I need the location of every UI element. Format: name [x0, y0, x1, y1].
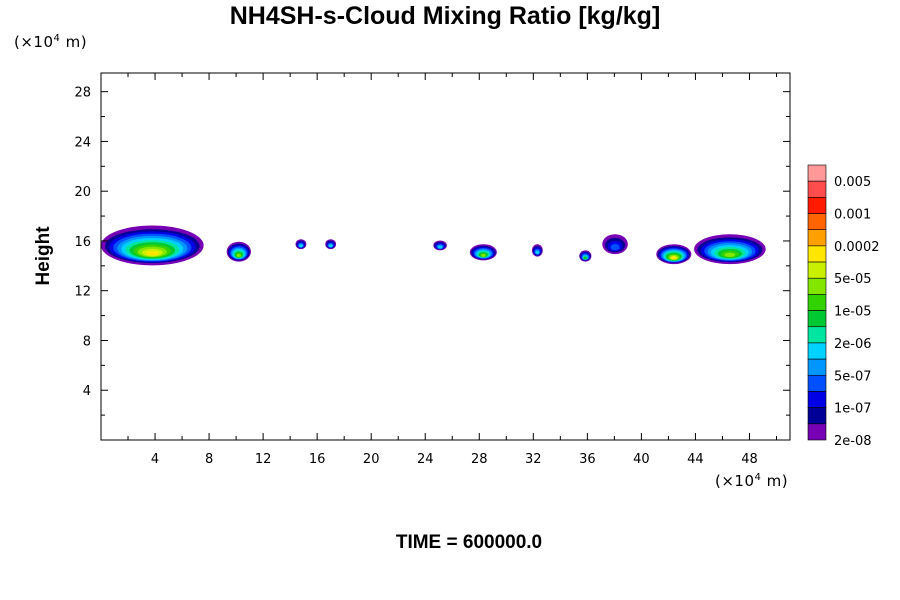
x-tick-label: 32: [525, 452, 542, 467]
cloud-contour: [535, 251, 540, 255]
chart-title: NH4SH-s-Cloud Mixing Ratio [kg/kg]: [229, 2, 661, 30]
colorbar-label: 0.005: [834, 175, 871, 190]
cloud-contour: [328, 244, 333, 248]
plot-frame: [100, 72, 791, 441]
colorbar-segment: [807, 310, 827, 328]
x-tick-label: 40: [633, 452, 650, 467]
cloud-contour: [481, 253, 486, 257]
cloud-contour: [438, 245, 443, 249]
time-label: TIME = 600000.0: [395, 532, 543, 553]
x-tick-label: 4: [151, 452, 159, 467]
x-tick-label: 12: [255, 452, 272, 467]
x-tick-label: 44: [687, 452, 704, 467]
colorbar-segment: [807, 326, 827, 344]
colorbar-segment: [807, 245, 827, 263]
colorbar-label: 2e-08: [834, 434, 872, 449]
colorbar-label: 5e-05: [834, 272, 872, 287]
y-tick-label: 16: [74, 235, 91, 250]
cloud-contour: [583, 256, 588, 260]
cloud-contour: [298, 244, 303, 248]
colorbar-segment: [807, 261, 827, 279]
colorbar-segment: [807, 180, 827, 198]
y-axis-unit: (×104 m): [14, 33, 88, 51]
y-tick-label: 12: [74, 285, 91, 300]
colorbar-label: 1e-07: [834, 402, 872, 417]
cloud-contour: [145, 250, 159, 256]
x-axis-unit: (×104 m): [715, 472, 789, 490]
colorbar-segment: [807, 407, 827, 425]
colorbar-segment: [807, 164, 827, 182]
colorbar-segment: [807, 197, 827, 214]
y-tick-label: 20: [74, 185, 91, 200]
x-tick-label: 20: [363, 452, 380, 467]
colorbar-segment: [807, 358, 827, 376]
colorbar-label: 0.0002: [834, 240, 880, 255]
cloud-contour: [236, 253, 241, 257]
x-tick-label: 28: [471, 452, 488, 467]
x-tick-label: 48: [741, 452, 758, 467]
colorbar-segment: [807, 294, 827, 311]
colorbar-segment: [807, 229, 827, 247]
cloud-contour: [724, 252, 736, 257]
x-tick-label: 8: [205, 452, 213, 467]
colorbar-label: 5e-07: [834, 369, 872, 384]
colorbar-label: 2e-06: [834, 337, 872, 352]
colorbar-label: 0.001: [834, 208, 871, 223]
colorbar-label: 1e-05: [834, 305, 872, 320]
cloud-contour: [671, 256, 677, 260]
y-tick-label: 4: [83, 384, 91, 399]
x-tick-label: 24: [417, 452, 434, 467]
colorbar-segment: [807, 213, 827, 231]
colorbar: 0.005 0.001 0.0002 5e-05 1e-05 2e-06 5e-07 1e-0…: [807, 164, 880, 449]
cloud-field: [101, 225, 766, 266]
x-tick-label: 36: [579, 452, 596, 467]
y-tick-label: 24: [74, 135, 91, 150]
cloud-contour: [610, 243, 620, 251]
x-tick-label: 16: [309, 452, 326, 467]
y-tick-label: 8: [83, 334, 91, 349]
colorbar-segment: [807, 391, 827, 408]
colorbar-segment: [807, 374, 827, 392]
colorbar-segment: [807, 423, 827, 441]
y-tick-label: 28: [74, 86, 91, 101]
colorbar-segment: [807, 277, 827, 295]
colorbar-segment: [807, 342, 827, 360]
